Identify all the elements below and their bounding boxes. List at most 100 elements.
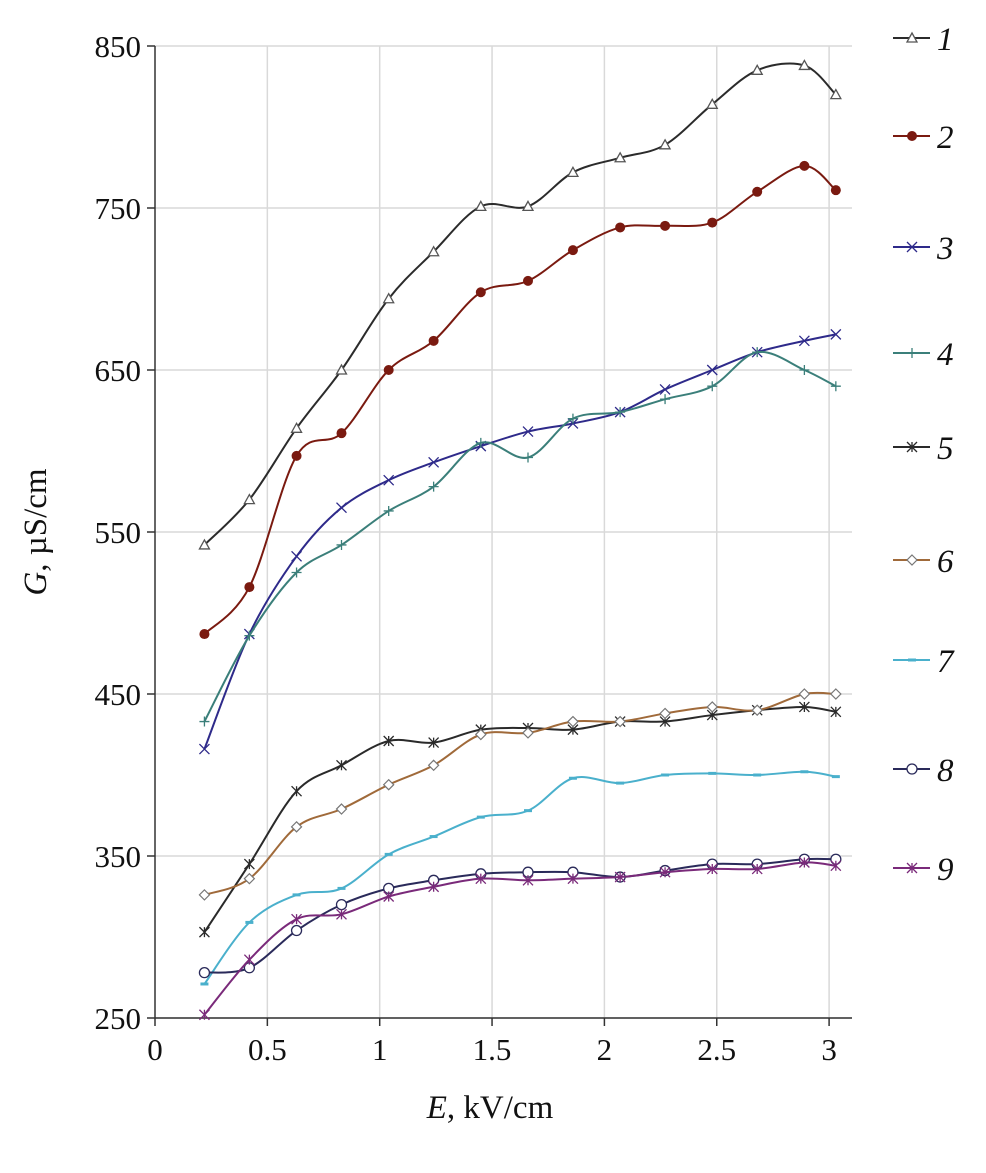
series-8 bbox=[198, 853, 842, 979]
dot-marker bbox=[707, 217, 718, 228]
dot-marker bbox=[336, 428, 347, 439]
y-tick-label: 250 bbox=[95, 1001, 142, 1036]
legend-item-9: 9 bbox=[893, 852, 954, 888]
triangle-marker bbox=[905, 31, 919, 43]
star-marker bbox=[336, 908, 347, 920]
star-marker bbox=[830, 706, 842, 718]
diamond-marker bbox=[290, 820, 303, 833]
dot-marker bbox=[799, 160, 810, 171]
x-axis-label-unit: , kV/cm bbox=[447, 1090, 554, 1126]
circle-marker bbox=[198, 966, 211, 979]
plus-marker bbox=[752, 347, 763, 358]
plus-marker bbox=[291, 567, 302, 578]
star-marker bbox=[906, 441, 918, 453]
series-2 bbox=[199, 160, 841, 640]
dot-marker bbox=[752, 186, 763, 197]
legend-item-8: 8 bbox=[893, 753, 954, 789]
plus-marker bbox=[799, 365, 810, 375]
triangle-marker bbox=[243, 493, 256, 505]
y-tick-label: 850 bbox=[95, 29, 142, 64]
star-marker bbox=[291, 913, 303, 925]
star-marker bbox=[243, 954, 255, 966]
series-3 bbox=[198, 328, 842, 755]
series-line bbox=[203, 62, 837, 546]
plus-marker bbox=[244, 630, 255, 641]
star-marker bbox=[614, 871, 626, 883]
triangle-marker bbox=[614, 151, 627, 163]
x-tick-label: 1.5 bbox=[473, 1032, 512, 1067]
x-marker bbox=[336, 502, 347, 514]
star-marker bbox=[567, 873, 579, 885]
legend-item-1: 1 bbox=[893, 22, 954, 58]
diamond-marker bbox=[522, 727, 534, 739]
star-marker bbox=[751, 863, 763, 875]
plus-marker bbox=[907, 348, 917, 358]
triangle-marker bbox=[335, 363, 348, 375]
x-tick-label: 2.5 bbox=[697, 1032, 736, 1067]
x-axis-label-symbol: E bbox=[426, 1090, 447, 1126]
diamond-marker bbox=[335, 803, 348, 815]
plus-marker bbox=[567, 413, 578, 424]
dot-marker bbox=[291, 450, 302, 461]
dot-marker bbox=[475, 287, 486, 298]
diamond-marker bbox=[906, 554, 918, 566]
triangle-marker bbox=[798, 59, 811, 71]
plus-marker bbox=[199, 716, 210, 727]
x-marker bbox=[906, 241, 918, 253]
series-line bbox=[203, 333, 837, 750]
dot-marker bbox=[660, 220, 671, 231]
legend-item-4: 4 bbox=[893, 337, 954, 373]
x-axis-label: E, kV/cm bbox=[426, 1090, 554, 1126]
x-marker bbox=[659, 383, 671, 395]
triangle-marker bbox=[658, 138, 672, 150]
x-marker bbox=[830, 328, 842, 340]
legend-label: 7 bbox=[937, 644, 955, 680]
triangle-marker bbox=[290, 421, 303, 433]
dot-marker bbox=[199, 629, 210, 640]
dot-marker bbox=[523, 275, 534, 286]
star-marker bbox=[798, 857, 810, 868]
legend-label: 3 bbox=[936, 231, 954, 267]
y-axis-label-unit: , µS/cm bbox=[18, 468, 54, 572]
diamond-marker bbox=[427, 759, 440, 772]
diamond-marker bbox=[198, 889, 211, 901]
series-line bbox=[203, 164, 837, 635]
y-tick-label: 350 bbox=[95, 839, 142, 874]
legend-item-3: 3 bbox=[893, 231, 954, 267]
x-marker bbox=[798, 335, 810, 347]
circle-marker bbox=[335, 898, 348, 911]
star-marker bbox=[383, 735, 395, 747]
diamond-marker bbox=[751, 704, 764, 717]
star-marker bbox=[906, 862, 918, 874]
dot-marker bbox=[244, 582, 255, 593]
legend-item-7: 7 bbox=[893, 644, 955, 680]
y-tick-label: 450 bbox=[95, 677, 142, 712]
series-5 bbox=[198, 701, 842, 938]
star-marker bbox=[198, 926, 210, 938]
y-tick-label: 750 bbox=[95, 191, 142, 226]
x-marker bbox=[706, 364, 718, 376]
circle-marker bbox=[906, 763, 918, 775]
star-marker bbox=[659, 866, 671, 878]
series-line bbox=[203, 861, 836, 1016]
star-marker bbox=[291, 785, 303, 797]
x-tick-label: 3 bbox=[821, 1032, 837, 1067]
x-marker bbox=[198, 743, 210, 755]
x-marker bbox=[428, 456, 440, 468]
legend-item-5: 5 bbox=[893, 431, 954, 467]
star-marker bbox=[475, 873, 487, 885]
diamond-marker bbox=[243, 872, 256, 885]
x-tick-label: 2 bbox=[597, 1032, 613, 1067]
y-tick-label: 550 bbox=[95, 515, 142, 550]
x-tick-label: 1 bbox=[372, 1032, 388, 1067]
diamond-marker bbox=[706, 701, 719, 713]
plus-marker bbox=[830, 381, 841, 392]
diamond-marker bbox=[567, 715, 579, 728]
y-axis-label: G, µS/cm bbox=[18, 468, 54, 596]
diamond-marker bbox=[382, 778, 395, 791]
circle-marker bbox=[290, 924, 303, 937]
legend-label: 5 bbox=[937, 431, 954, 467]
diamond-marker bbox=[659, 707, 671, 720]
series-line bbox=[203, 705, 837, 933]
star-marker bbox=[198, 1009, 210, 1021]
